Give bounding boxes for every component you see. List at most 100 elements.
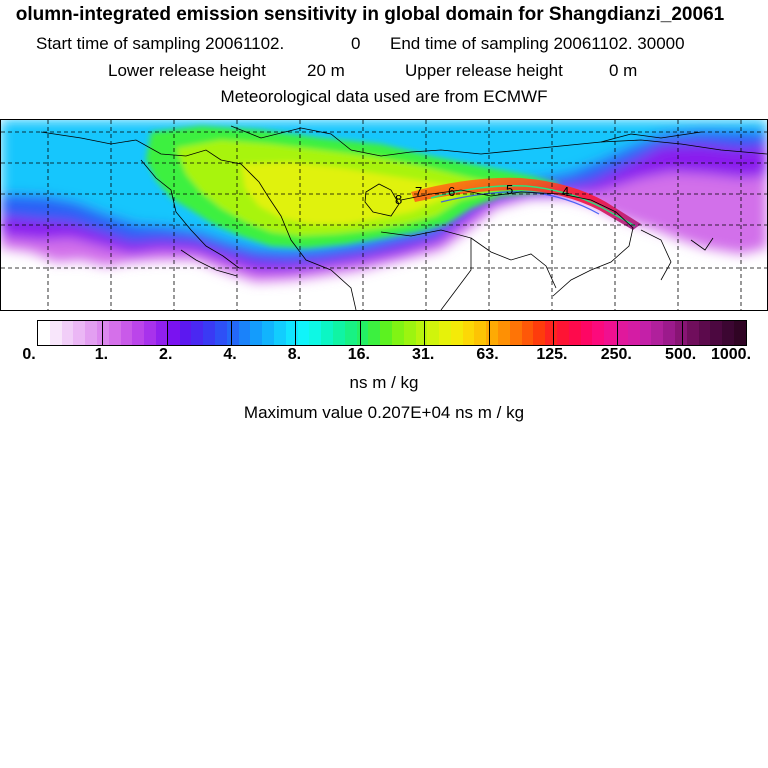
trajectory-label: 8	[395, 192, 402, 207]
colorbar-segment	[309, 321, 322, 345]
colorbar-segment	[627, 321, 640, 345]
colorbar-divider	[231, 321, 233, 345]
met-data-line: Meteorological data used are from ECMWF	[220, 87, 548, 106]
colorbar-tick-label: 16.	[347, 346, 370, 363]
colorbar-segment	[533, 321, 546, 345]
colorbar-segment	[238, 321, 251, 345]
coastlines	[40, 125, 767, 310]
colorbar-segment	[262, 321, 274, 345]
colorbar-segment	[557, 321, 569, 345]
colorbar-tick-label: 1000.	[710, 346, 752, 363]
colorbar-segment	[521, 321, 534, 345]
colorbar-segment	[344, 321, 357, 345]
colorbar-tick-label: 8.	[287, 346, 302, 363]
colorbar-segment	[415, 321, 428, 345]
colorbar-segment	[356, 321, 369, 345]
trajectory-label: 4	[562, 184, 569, 199]
upper-release-label: Upper release height	[405, 61, 563, 80]
lower-release-label: Lower release height	[108, 61, 266, 80]
figure-title: olumn-integrated emission sensitivity in…	[15, 4, 725, 25]
colorbar-tick-label: 2.	[159, 346, 173, 363]
colorbar-divider	[488, 321, 490, 345]
colorbar-tick-label: 63.	[476, 346, 499, 363]
colorbar-tick-label: 1.	[94, 346, 109, 363]
colorbar-tick-label: 4.	[223, 346, 237, 363]
colorbar-divider	[617, 321, 619, 345]
colorbar-segment	[38, 321, 50, 345]
colorbar-segment	[592, 321, 605, 345]
colorbar-segment	[321, 321, 333, 345]
colorbar-divider	[295, 321, 297, 345]
colorbar-segment	[722, 321, 735, 345]
colorbar-divider	[166, 321, 168, 345]
colorbar-segment	[568, 321, 581, 345]
colorbar-segment	[686, 321, 699, 345]
maximum-value: Maximum value 0.207E+04 ns m / kg	[243, 403, 525, 422]
upper-release-value: 0 m	[609, 61, 638, 80]
colorbar-segment	[391, 321, 404, 345]
colorbar-segment	[297, 321, 310, 345]
colorbar-tick-label: 250.	[600, 346, 632, 363]
colorbar-segment	[604, 321, 617, 345]
colorbar-segment	[403, 321, 416, 345]
colorbar-segment	[332, 321, 345, 345]
colorbar-segment	[108, 321, 121, 345]
colorbar-segment	[250, 321, 263, 345]
colorbar-divider	[102, 321, 104, 345]
colorbar-segment	[486, 321, 499, 345]
colorbar-segment	[616, 321, 628, 345]
end-time-label: End time of sampling 20061102. 30000	[390, 34, 685, 53]
colorbar-segment	[509, 321, 522, 345]
trajectory-label: 7	[415, 184, 422, 199]
colorbar-segment	[710, 321, 723, 345]
lower-release-value: 20 m	[307, 61, 345, 80]
colorbar-tick-label: 31.	[412, 346, 435, 363]
colorbar-segment	[545, 321, 558, 345]
colorbar-segment	[132, 321, 145, 345]
colorbar-segment	[144, 321, 156, 345]
start-time-label: Start time of sampling 20061102.	[36, 34, 285, 53]
colorbar-segment	[61, 321, 74, 345]
colorbar-divider	[424, 321, 426, 345]
colorbar-tick-label: 500.	[665, 346, 697, 363]
colorbar-segment	[73, 321, 86, 345]
colorbar-segment	[214, 321, 227, 345]
colorbar-segment	[191, 321, 204, 345]
colorbar-segment	[580, 321, 593, 345]
colorbar-segment	[498, 321, 510, 345]
colorbar-unit: ns m / kg	[349, 373, 419, 392]
colorbar-tick-label: 125.	[536, 346, 568, 363]
colorbar-segment	[203, 321, 215, 345]
colorbar-segment	[273, 321, 286, 345]
gridlines	[1, 120, 767, 310]
colorbar-segment	[49, 321, 62, 345]
colorbar-segment	[155, 321, 168, 345]
colorbar	[37, 320, 747, 346]
trajectory-label: 6	[448, 184, 455, 199]
sensitivity-map: 8 7 6 5 4	[0, 119, 768, 311]
colorbar-segment	[368, 321, 381, 345]
colorbar-segment	[167, 321, 180, 345]
colorbar-segment	[675, 321, 687, 345]
trajectory-plume	[411, 177, 641, 230]
colorbar-segment	[226, 321, 239, 345]
colorbar-divider	[681, 321, 683, 345]
colorbar-tick-label: 0.	[22, 346, 36, 363]
colorbar-segment	[663, 321, 676, 345]
colorbar-segment	[85, 321, 97, 345]
colorbar-segment	[380, 321, 392, 345]
colorbar-segment	[734, 321, 746, 345]
high-sensitivity-field	[146, 126, 561, 248]
trajectory-label: 5	[506, 182, 513, 197]
colorbar-segment	[285, 321, 298, 345]
colorbar-divider	[359, 321, 361, 345]
colorbar-segment	[651, 321, 664, 345]
map-svg: 8 7 6 5 4	[1, 120, 767, 310]
colorbar-divider	[552, 321, 554, 345]
colorbar-segment	[474, 321, 487, 345]
colorbar-segment	[450, 321, 463, 345]
colorbar-segment	[179, 321, 192, 345]
colorbar-segment	[639, 321, 652, 345]
colorbar-segment	[427, 321, 440, 345]
colorbar-segment	[120, 321, 133, 345]
